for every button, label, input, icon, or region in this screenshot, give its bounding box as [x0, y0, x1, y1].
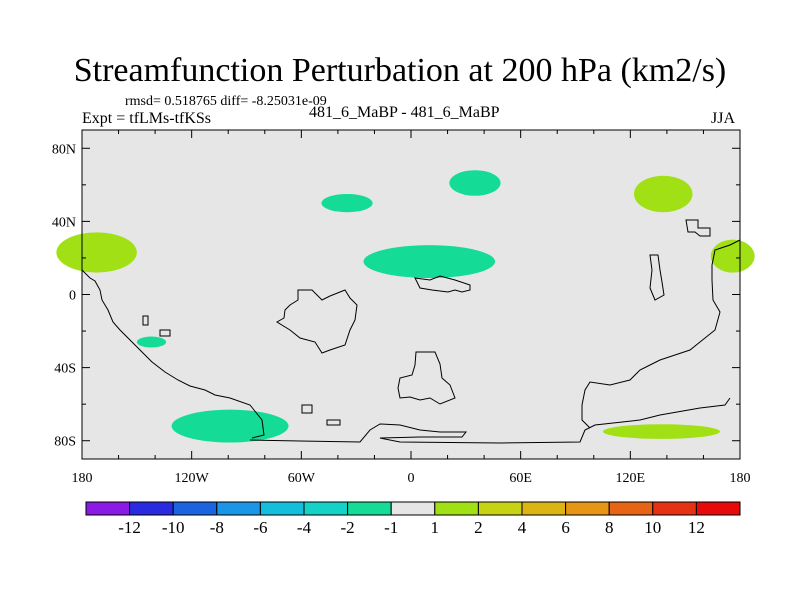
x-tick-label: 60W [288, 471, 316, 486]
anomaly-region-5 [633, 175, 693, 213]
anomaly-region-9 [602, 424, 720, 439]
island-a [142, 315, 149, 326]
coastline-japan [685, 219, 711, 237]
colorbar-label: 10 [644, 518, 661, 537]
x-tick-label: 180 [730, 471, 751, 486]
colorbar-label: -2 [341, 518, 355, 537]
colorbar-label: -6 [253, 518, 267, 537]
x-tick-label: 180 [72, 471, 93, 486]
x-tick-label: 120W [175, 471, 210, 486]
coastline-pacific-rim [581, 239, 741, 429]
x-tick-label: 0 [408, 471, 415, 486]
coastlines [81, 219, 741, 444]
colorbar-swatch [521, 501, 567, 516]
anomaly-region-6 [710, 239, 755, 273]
anomaly-region-3 [449, 170, 501, 196]
season-label: JJA [711, 110, 736, 127]
colorbar-swatch [216, 501, 261, 516]
anomaly-region-4 [363, 245, 496, 279]
colorbar-swatch [259, 501, 305, 516]
island-c [301, 404, 313, 414]
y-tick-label: 80S [54, 435, 76, 450]
coastline-asia-south [414, 275, 471, 293]
coastline-antarctica [249, 397, 731, 444]
anomaly-region-1 [56, 232, 137, 273]
colorbar-label: -4 [297, 518, 312, 537]
plot-background [82, 130, 740, 459]
colorbar-swatch [129, 501, 174, 516]
anomaly-region-8 [171, 409, 289, 443]
island-b [159, 329, 171, 337]
colorbar-swatch [477, 501, 523, 516]
experiment-label: Expt = tfLMs-tfKSs [82, 110, 212, 127]
colorbar-label: -8 [210, 518, 224, 537]
colorbar-swatch [434, 501, 479, 516]
colorbar-swatch [347, 501, 392, 516]
colorbar-label: 12 [688, 518, 705, 537]
colorbar-swatch [608, 501, 654, 516]
coastline-africa [276, 289, 358, 354]
stats-label: rmsd= 0.518765 diff= -8.25031e-09 [125, 94, 327, 109]
colorbar-swatch [652, 501, 697, 516]
coastline-australia [397, 351, 456, 405]
y-tick-label: 80N [52, 142, 76, 157]
colorbar-swatch [85, 501, 131, 516]
colorbar-swatch [565, 501, 610, 516]
anomaly-region-7 [136, 336, 167, 348]
x-tick-label: 120E [616, 471, 646, 486]
y-tick-label: 40N [52, 215, 76, 230]
colorbar-swatch [172, 501, 218, 516]
colorbar-label: -1 [384, 518, 398, 537]
colorbar-label: 8 [605, 518, 614, 537]
y-tick-label: 0 [69, 289, 76, 304]
colorbar-label: 6 [561, 518, 570, 537]
center-label: 481_6_MaBP - 481_6_MaBP [309, 104, 500, 121]
island-d [326, 419, 341, 426]
colorbar-swatch [303, 501, 349, 516]
colorbar-label: -10 [162, 518, 185, 537]
colorbar-swatch [695, 501, 741, 516]
y-tick-label: 40S [54, 362, 76, 377]
colorbar-label: 2 [474, 518, 483, 537]
x-tick-label: 60E [509, 471, 532, 486]
colorbar-swatch [390, 501, 436, 516]
colorbar-label: -12 [118, 518, 141, 537]
coastline-americas [81, 269, 265, 439]
colorbar-label: 4 [518, 518, 527, 537]
coastline-east-asia [649, 254, 665, 301]
anomaly-region-2 [321, 193, 373, 213]
colorbar-label: 1 [431, 518, 440, 537]
chart-title: Streamfunction Perturbation at 200 hPa (… [73, 52, 727, 89]
